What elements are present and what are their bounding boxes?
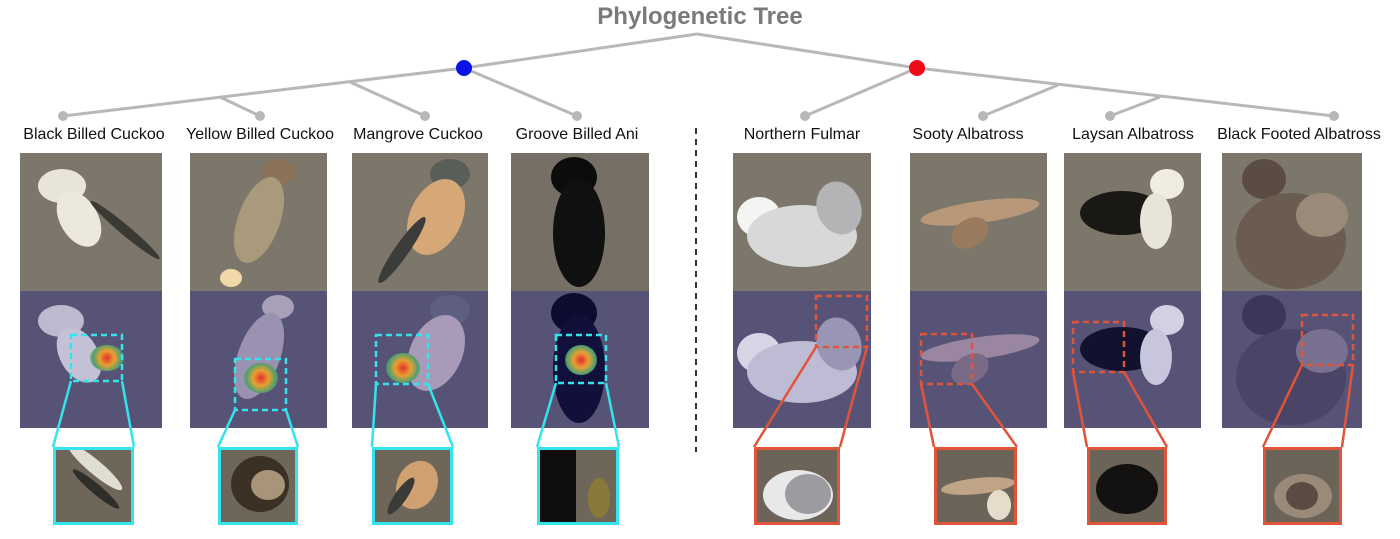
- attention-heatmap: [733, 291, 871, 428]
- attention-heatmap: [20, 291, 162, 428]
- species-card: [910, 153, 1047, 428]
- zoomed-crop: [537, 447, 619, 525]
- zoomed-crop: [1087, 447, 1167, 525]
- tree-edge: [463, 66, 578, 118]
- bird-photo: [1222, 153, 1362, 291]
- zoom-connector: [970, 383, 1019, 448]
- tree-edge: [1109, 95, 1161, 118]
- leaf-node: [800, 111, 810, 121]
- zoom-connector: [284, 409, 300, 448]
- species-card: [511, 153, 649, 428]
- species-card: [733, 153, 871, 428]
- zoomed-crop: [1263, 447, 1342, 525]
- diagram-title: Phylogenetic Tree: [597, 3, 803, 30]
- leaf-node: [255, 111, 265, 121]
- species-label: Laysan Albatross: [1072, 126, 1194, 143]
- species-label: Mangrove Cuckoo: [353, 126, 483, 143]
- albatross-attention-box: [1071, 320, 1126, 374]
- bird-photo: [190, 153, 327, 291]
- cuckoo-attention-box: [554, 333, 608, 385]
- species-label: Black Footed Albatross: [1217, 126, 1381, 143]
- tree-edge: [916, 66, 1335, 118]
- zoom-connector: [604, 382, 621, 448]
- attention-heatmap: [190, 291, 327, 428]
- bird-photo: [733, 153, 871, 291]
- albatross-attention-box: [919, 332, 974, 386]
- attention-heatmap: [1222, 291, 1362, 428]
- tree-edge: [62, 66, 465, 118]
- bird-photo: [352, 153, 488, 291]
- zoom-connector: [1261, 364, 1304, 448]
- tree-edge: [219, 95, 261, 118]
- cuckoo-attention-box: [233, 357, 288, 412]
- zoomed-crop: [754, 447, 840, 525]
- zoom-connector: [426, 383, 455, 448]
- species-card: [20, 153, 162, 428]
- tree-edge: [349, 80, 426, 118]
- bird-photo: [910, 153, 1047, 291]
- bird-photo: [20, 153, 162, 291]
- zoomed-crop: [218, 447, 298, 525]
- tree-edge: [463, 32, 698, 70]
- species-card: [1222, 153, 1362, 428]
- species-label: Yellow Billed Cuckoo: [186, 126, 334, 143]
- albatross-group-node: [909, 60, 925, 76]
- zoom-connector: [838, 346, 869, 448]
- albatross-attention-box: [1300, 313, 1355, 367]
- species-label: Black Billed Cuckoo: [23, 126, 165, 143]
- zoomed-crop: [372, 447, 453, 525]
- zoom-connector: [752, 346, 818, 448]
- zoom-connector: [51, 380, 73, 448]
- cuckoo-attention-box: [374, 333, 430, 386]
- zoom-connector: [216, 409, 237, 448]
- leaf-node: [420, 111, 430, 121]
- tree-edge: [696, 32, 918, 70]
- bird-photo: [511, 153, 649, 291]
- attention-heatmap: [1064, 291, 1201, 428]
- zoom-connector: [370, 383, 378, 448]
- species-card: [190, 153, 327, 428]
- species-label: Groove Billed Ani: [515, 126, 639, 143]
- leaf-node: [572, 111, 582, 121]
- zoom-connector: [1071, 371, 1089, 448]
- zoom-connector: [535, 382, 558, 448]
- leaf-node: [1329, 111, 1339, 121]
- leaf-node: [58, 111, 68, 121]
- zoom-connector: [1122, 371, 1169, 448]
- zoomed-crop: [934, 447, 1017, 525]
- species-card: [1064, 153, 1201, 428]
- attention-heatmap: [511, 291, 649, 428]
- leaf-node: [978, 111, 988, 121]
- zoom-connector: [120, 380, 136, 448]
- cuckoo-attention-box: [69, 333, 124, 383]
- leaf-node: [1105, 111, 1115, 121]
- tree-edge: [804, 66, 918, 118]
- albatross-attention-box: [814, 294, 869, 349]
- species-label: Northern Fulmar: [743, 126, 861, 143]
- tree-edge: [982, 83, 1059, 118]
- attention-heatmap: [910, 291, 1047, 428]
- cuckoo-group-node: [456, 60, 472, 76]
- zoom-connector: [919, 383, 936, 448]
- bird-photo: [1064, 153, 1201, 291]
- zoomed-crop: [53, 447, 134, 525]
- species-label: Sooty Albatross: [912, 126, 1024, 143]
- zoom-connector: [1340, 364, 1355, 448]
